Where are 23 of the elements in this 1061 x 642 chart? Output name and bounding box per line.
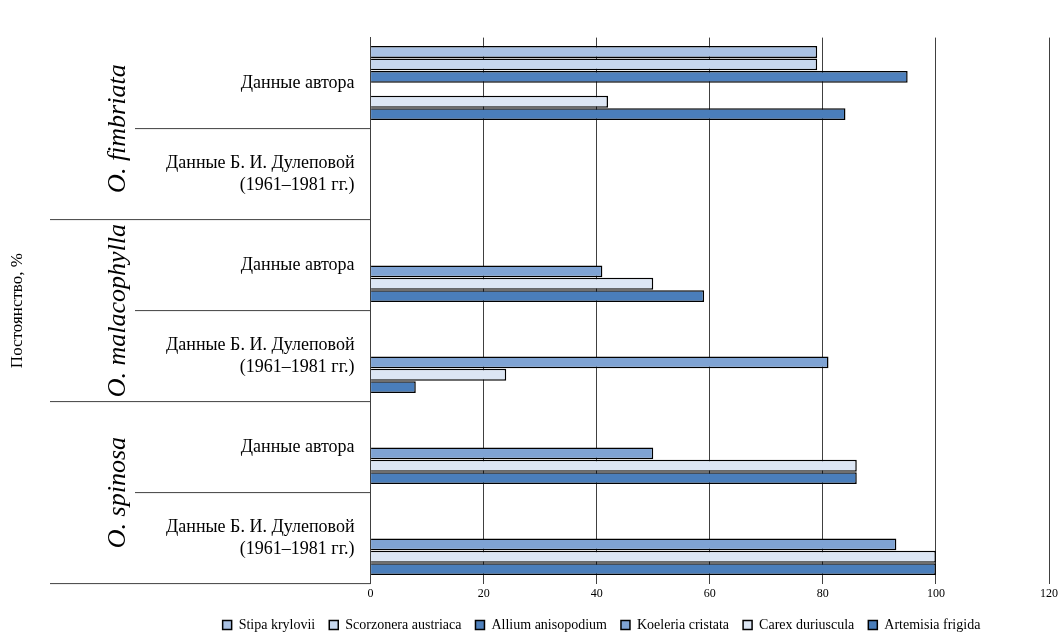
- text: O. spinosa: [101, 436, 131, 549]
- y-tick-label: Данные Б. И. Дулеповой (1961–1981 гг.): [165, 152, 355, 195]
- x-tick-label: 80: [816, 585, 829, 600]
- y-tick-label: Данные Б. И. Дулеповой (1961–1981 гг.): [165, 334, 355, 377]
- x-tick-label: 60: [703, 585, 716, 600]
- text: O. fimbriata: [101, 64, 131, 193]
- y-tick-label: Данные автора: [240, 253, 355, 274]
- y-tick-label: Данные Б. И. Дулеповой (1961–1981 гг.): [165, 516, 355, 559]
- legend-label: Stipa krylovii: [238, 616, 316, 632]
- text: Постоянство, %: [7, 253, 27, 369]
- x-tick-label: 120: [1040, 585, 1058, 600]
- text: O. malacophylla: [101, 223, 131, 398]
- x-tick-label: 100: [926, 585, 945, 600]
- x-tick-label: 20: [477, 585, 490, 600]
- x-tick-label: 0: [367, 585, 374, 600]
- y-tick-label: Данные автора: [240, 435, 355, 456]
- legend-label: Koeleria cristata: [636, 616, 730, 632]
- legend-label: Carex duriuscula: [759, 616, 856, 632]
- legend-label: Artemisia frigida: [884, 616, 982, 632]
- y-tick-label: Данные автора: [240, 71, 355, 92]
- legend-label: Allium anisopodium: [491, 616, 608, 632]
- x-tick-label: 40: [590, 585, 603, 600]
- legend-label: Scorzonera austriaca: [345, 616, 463, 632]
